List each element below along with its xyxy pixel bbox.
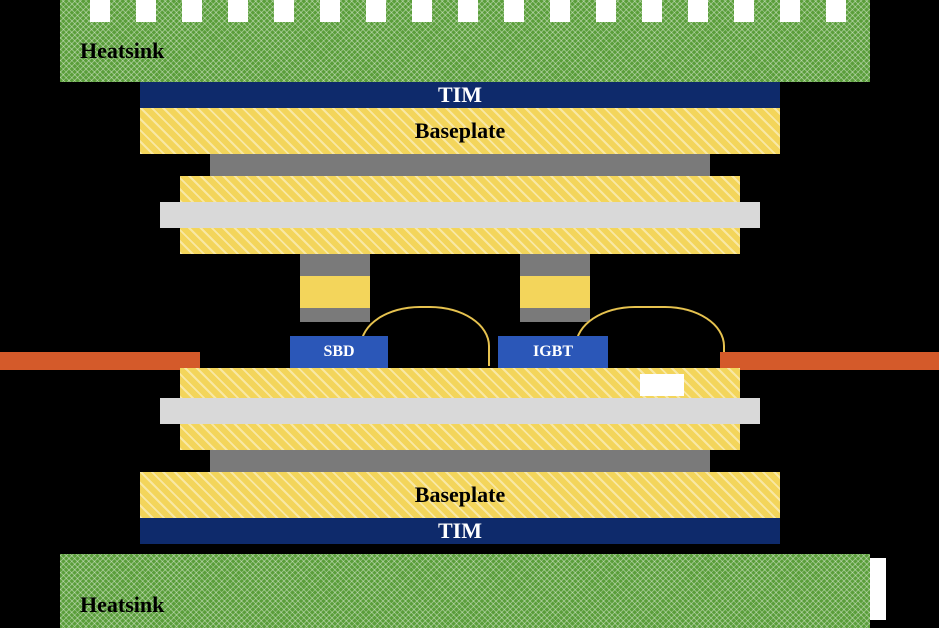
solder-bottom (210, 450, 710, 472)
baseplate-bottom-label: Baseplate (415, 482, 505, 508)
heatsink-fin (688, 0, 708, 22)
spacer-segment (520, 276, 590, 308)
heatsink-fin (826, 0, 846, 22)
heatsink-fin (780, 0, 800, 22)
tim-top-label: TIM (438, 82, 482, 108)
bond-pad (640, 374, 684, 396)
heatsink-fin (642, 0, 662, 22)
spacer-segment (520, 254, 590, 276)
dbc-top-copper-1 (180, 176, 740, 202)
dbc-bot-copper-2 (180, 424, 740, 450)
heatsink-fin (458, 0, 478, 22)
corner-mark (870, 558, 886, 620)
heatsink-fin (136, 0, 156, 22)
spacer-segment (300, 308, 370, 322)
baseplate-top-label: Baseplate (415, 118, 505, 144)
heatsink-fin (320, 0, 340, 22)
spacer-segment (520, 308, 590, 322)
dbc-top-copper-2 (180, 228, 740, 254)
tim-top: TIM (140, 82, 780, 108)
heatsink-bottom (60, 554, 870, 628)
chip-sbd: SBD (290, 336, 388, 368)
baseplate-top: Baseplate (140, 108, 780, 154)
chip-igbt: IGBT (498, 336, 608, 368)
heatsink-fin (596, 0, 616, 22)
heatsink-fin (182, 0, 202, 22)
heatsink-fin (228, 0, 248, 22)
tim-bottom-label: TIM (438, 518, 482, 544)
heatsink-top-label: Heatsink (80, 38, 164, 64)
heatsink-fin (90, 0, 110, 22)
dbc-bot-ceramic (160, 398, 760, 424)
heatsink-fin (412, 0, 432, 22)
heatsink-fin (504, 0, 524, 22)
spacer-segment (300, 276, 370, 308)
chip-sbd-label: SBD (323, 343, 354, 361)
heatsink-fin (274, 0, 294, 22)
busbar-right (720, 352, 939, 370)
heatsink-fin (366, 0, 386, 22)
heatsink-fin (734, 0, 754, 22)
spacer-segment (300, 254, 370, 276)
solder-top (210, 154, 710, 176)
busbar-left (0, 352, 200, 370)
heatsink-bottom-label: Heatsink (80, 592, 164, 618)
heatsink-fin (550, 0, 570, 22)
chip-igbt-label: IGBT (533, 343, 573, 361)
baseplate-bottom: Baseplate (140, 472, 780, 518)
dbc-top-ceramic (160, 202, 760, 228)
tim-bottom: TIM (140, 518, 780, 544)
